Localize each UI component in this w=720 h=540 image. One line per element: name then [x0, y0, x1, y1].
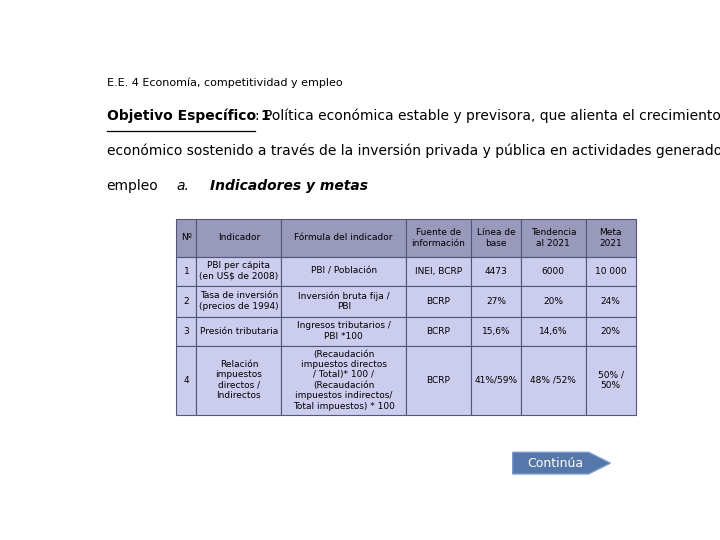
- Bar: [471, 219, 521, 256]
- Text: BCRP: BCRP: [427, 376, 451, 384]
- Bar: [586, 256, 636, 286]
- Bar: [586, 317, 636, 346]
- Text: 27%: 27%: [486, 296, 506, 306]
- Bar: [282, 219, 406, 256]
- Bar: [176, 256, 197, 286]
- Text: Presión tributaria: Presión tributaria: [199, 327, 278, 336]
- Text: Fórmula del indicador: Fórmula del indicador: [294, 233, 393, 242]
- Text: 2: 2: [184, 296, 189, 306]
- Text: E.E. 4 Economía, competitividad y empleo: E.E. 4 Economía, competitividad y empleo: [107, 77, 343, 88]
- Text: 4473: 4473: [485, 267, 508, 275]
- Bar: [406, 346, 471, 415]
- Bar: [471, 346, 521, 415]
- Text: BCRP: BCRP: [427, 327, 451, 336]
- Text: 50% /
50%: 50% / 50%: [598, 370, 624, 390]
- Polygon shape: [513, 453, 611, 474]
- Bar: [176, 317, 197, 346]
- Text: Ingresos tributarios /
PBI *100: Ingresos tributarios / PBI *100: [297, 321, 391, 341]
- Text: Relación
impuestos
directos /
Indirectos: Relación impuestos directos / Indirectos: [215, 360, 262, 400]
- Bar: [197, 286, 282, 317]
- Text: Objetivo Específico 1: Objetivo Específico 1: [107, 109, 271, 123]
- Bar: [586, 346, 636, 415]
- Text: 48% /52%: 48% /52%: [531, 376, 576, 384]
- Bar: [406, 286, 471, 317]
- Bar: [176, 286, 197, 317]
- Text: Indicadores y metas: Indicadores y metas: [210, 179, 368, 193]
- Text: 4: 4: [184, 376, 189, 384]
- Text: (Recaudación
impuestos directos
/ Total)* 100 /
(Recaudación
impuestos indirecto: (Recaudación impuestos directos / Total)…: [293, 350, 395, 411]
- Text: PBI per cápita
(en US$ de 2008): PBI per cápita (en US$ de 2008): [199, 261, 279, 281]
- Bar: [471, 256, 521, 286]
- Text: 41%/59%: 41%/59%: [474, 376, 518, 384]
- Text: Continúa: Continúa: [527, 457, 583, 470]
- Bar: [282, 286, 406, 317]
- Bar: [471, 317, 521, 346]
- Bar: [406, 317, 471, 346]
- Bar: [176, 346, 197, 415]
- Text: BCRP: BCRP: [427, 296, 451, 306]
- Text: 1: 1: [184, 267, 189, 275]
- Text: 15,6%: 15,6%: [482, 327, 510, 336]
- Bar: [176, 219, 197, 256]
- Bar: [521, 346, 586, 415]
- Text: empleo: empleo: [107, 179, 158, 193]
- Text: 10 000: 10 000: [595, 267, 626, 275]
- Bar: [521, 317, 586, 346]
- Text: a.: a.: [176, 179, 189, 193]
- Text: : Política económica estable y previsora, que alienta el crecimiento: : Política económica estable y previsora…: [255, 109, 720, 123]
- Text: Tasa de inversión
(precios de 1994): Tasa de inversión (precios de 1994): [199, 292, 279, 311]
- Text: 24%: 24%: [600, 296, 621, 306]
- Bar: [282, 346, 406, 415]
- Bar: [282, 256, 406, 286]
- Text: 14,6%: 14,6%: [539, 327, 567, 336]
- Text: PBI / Población: PBI / Población: [310, 267, 377, 275]
- Bar: [586, 286, 636, 317]
- Bar: [521, 219, 586, 256]
- Text: 20%: 20%: [600, 327, 621, 336]
- Bar: [471, 286, 521, 317]
- Text: Fuente de
información: Fuente de información: [412, 228, 466, 248]
- Bar: [586, 219, 636, 256]
- Text: Meta
2021: Meta 2021: [599, 228, 622, 248]
- Bar: [521, 286, 586, 317]
- Bar: [521, 256, 586, 286]
- Text: 6000: 6000: [542, 267, 565, 275]
- Bar: [197, 219, 282, 256]
- Text: 20%: 20%: [544, 296, 563, 306]
- Text: Línea de
base: Línea de base: [477, 228, 516, 248]
- Bar: [197, 346, 282, 415]
- Bar: [406, 256, 471, 286]
- Text: 3: 3: [184, 327, 189, 336]
- Bar: [406, 219, 471, 256]
- Text: Indicador: Indicador: [217, 233, 260, 242]
- Bar: [282, 317, 406, 346]
- Text: INEI, BCRP: INEI, BCRP: [415, 267, 462, 275]
- Text: Tendencia
al 2021: Tendencia al 2021: [531, 228, 576, 248]
- Text: Nº: Nº: [181, 233, 192, 242]
- Text: Inversión bruta fija /
PBI: Inversión bruta fija / PBI: [298, 291, 390, 311]
- Bar: [197, 256, 282, 286]
- Bar: [197, 317, 282, 346]
- Text: económico sostenido a través de la inversión privada y pública en actividades ge: económico sostenido a través de la inver…: [107, 144, 720, 158]
